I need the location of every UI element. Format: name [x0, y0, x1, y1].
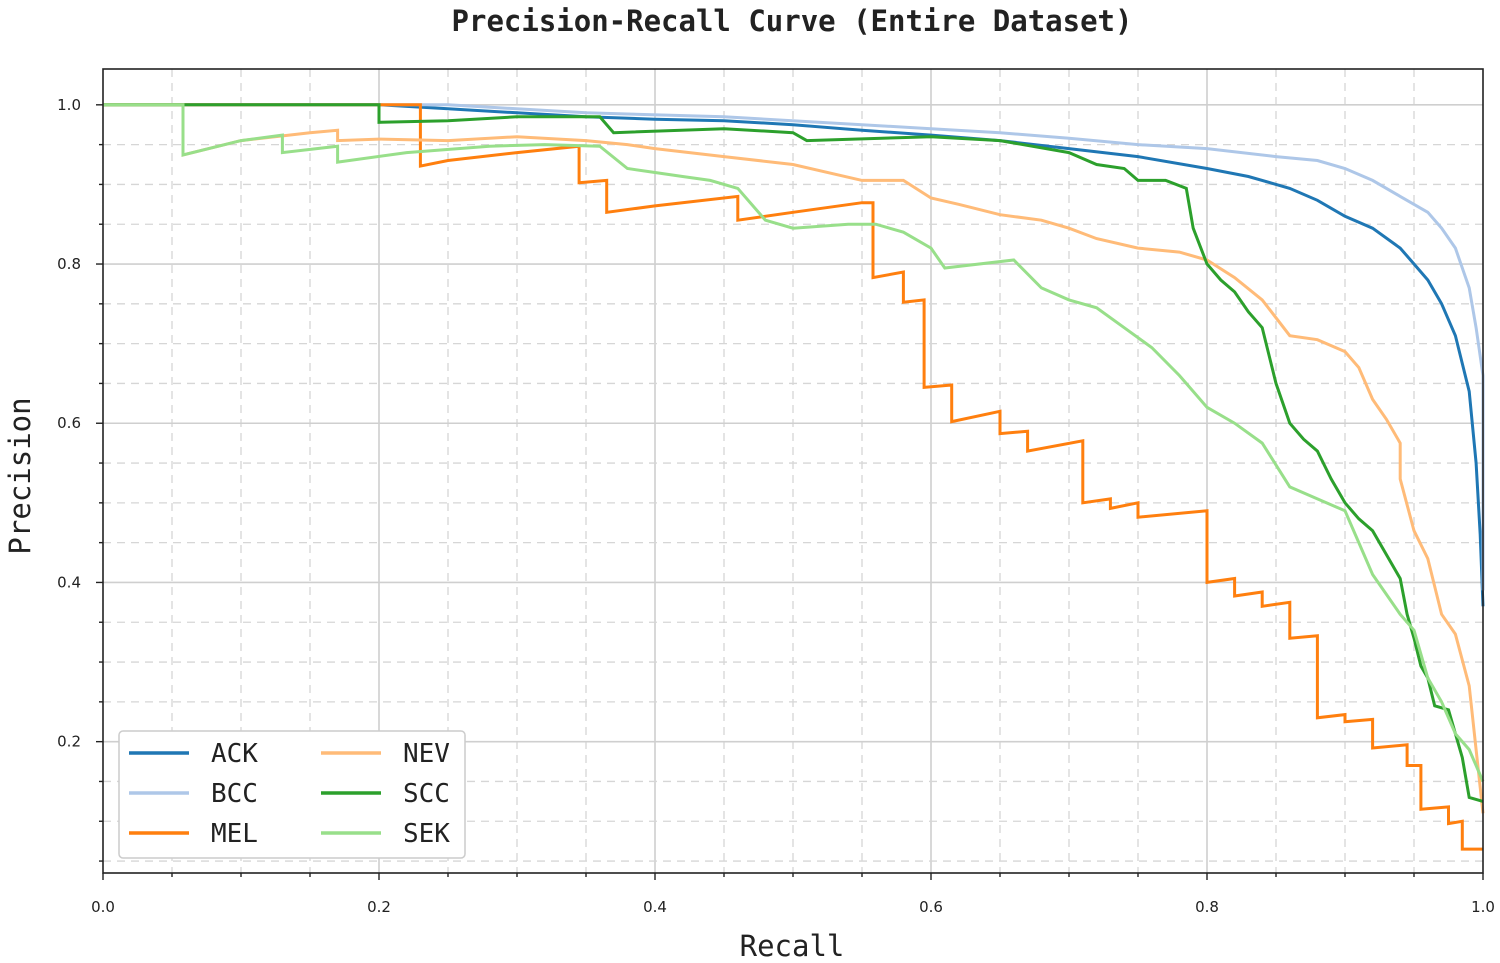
series-bcc-line — [103, 103, 1485, 591]
legend-label: BCC — [211, 779, 258, 809]
legend-label: NEV — [403, 739, 450, 769]
x-tick-label: 0.8 — [1195, 898, 1219, 916]
legend-label: MEL — [211, 819, 258, 849]
x-tick-label: 0.2 — [367, 898, 391, 916]
legend-item-ack: ACK — [129, 739, 258, 769]
legend-label: SCC — [403, 779, 450, 809]
legend-item-nev: NEV — [321, 739, 450, 769]
y-tick-label: 0.8 — [57, 255, 81, 273]
y-axis-label: Precision — [3, 397, 37, 554]
y-tick-label: 0.6 — [57, 414, 81, 432]
series-mel-line — [103, 103, 1483, 851]
x-tick-label: 1.0 — [1471, 898, 1495, 916]
legend-item-sek: SEK — [321, 819, 450, 849]
x-axis-label: Recall — [740, 929, 845, 963]
y-tick-label: 1.0 — [57, 96, 81, 114]
x-tick-label: 0.6 — [919, 898, 943, 916]
x-tick-label: 0.0 — [91, 898, 115, 916]
ticks: 0.0 0.2 0.4 0.6 0.8 1.0 0.2 0.4 0.6 0.8 1.0 — [57, 96, 1495, 916]
legend-item-mel: MEL — [129, 819, 258, 849]
series-layer — [103, 103, 1485, 851]
legend-label: SEK — [403, 819, 450, 849]
x-tick-label: 0.4 — [643, 898, 667, 916]
series-ack-line — [103, 103, 1485, 607]
y-tick-label: 0.4 — [57, 573, 81, 591]
series-nev-line — [103, 103, 1485, 814]
y-tick-label: 0.2 — [57, 733, 81, 751]
series-sek-line — [103, 103, 1485, 783]
legend-label: ACK — [211, 739, 258, 769]
legend-box — [118, 730, 466, 859]
legend-item-scc: SCC — [321, 779, 450, 809]
chart-title: Precision-Recall Curve (Entire Dataset) — [452, 4, 1133, 38]
legend: ACK BCC MEL NEV SCC SEK — [118, 730, 466, 859]
legend-item-bcc: BCC — [129, 779, 258, 809]
series-scc-line — [103, 103, 1484, 803]
